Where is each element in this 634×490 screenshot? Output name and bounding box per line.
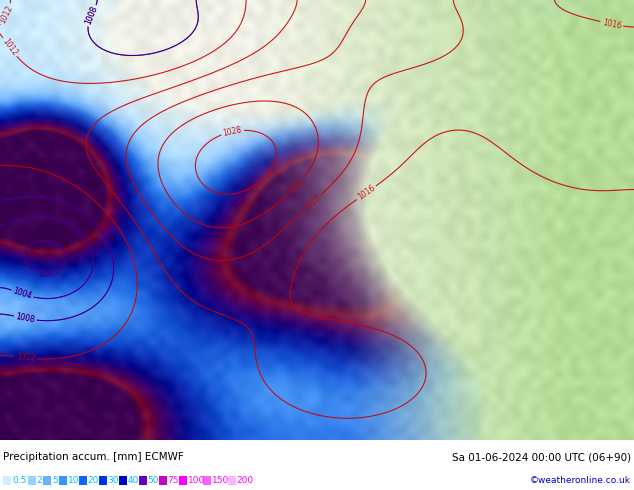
Text: 20: 20 (87, 476, 99, 485)
Text: 1000: 1000 (38, 269, 58, 278)
Text: 1028: 1028 (223, 125, 243, 138)
Text: 1008: 1008 (15, 312, 36, 324)
Text: 1000: 1000 (38, 269, 58, 278)
Text: 1008: 1008 (84, 5, 99, 26)
Text: 1008: 1008 (15, 312, 36, 324)
Bar (158, 476, 167, 485)
Text: 30: 30 (108, 476, 119, 485)
Bar (179, 476, 186, 485)
Bar (43, 476, 51, 485)
Bar (203, 476, 211, 485)
Bar (119, 476, 127, 485)
Text: 0.5: 0.5 (12, 476, 27, 485)
Text: 2: 2 (37, 476, 42, 485)
Text: 1008: 1008 (84, 5, 99, 26)
Text: 1020: 1020 (302, 193, 322, 213)
Text: 1016: 1016 (356, 183, 377, 202)
Text: 1012: 1012 (0, 3, 15, 24)
Text: 1004: 1004 (11, 287, 33, 301)
Text: 200: 200 (236, 476, 254, 485)
Text: 75: 75 (167, 476, 179, 485)
Text: 150: 150 (212, 476, 230, 485)
Bar (228, 476, 235, 485)
Text: 1016: 1016 (602, 18, 622, 30)
Bar (3, 476, 11, 485)
Text: 5: 5 (52, 476, 58, 485)
Bar (58, 476, 67, 485)
Text: 1012: 1012 (0, 37, 19, 57)
Text: 10: 10 (67, 476, 79, 485)
Bar (138, 476, 146, 485)
Text: Sa 01-06-2024 00:00 UTC (06+90): Sa 01-06-2024 00:00 UTC (06+90) (452, 452, 631, 462)
Bar (27, 476, 36, 485)
Text: 1004: 1004 (11, 287, 33, 301)
Text: ©weatheronline.co.uk: ©weatheronline.co.uk (530, 476, 631, 485)
Text: 1024: 1024 (287, 176, 306, 196)
Text: 50: 50 (148, 476, 159, 485)
Text: 100: 100 (188, 476, 205, 485)
Bar (79, 476, 86, 485)
Text: 40: 40 (127, 476, 139, 485)
Text: 1012: 1012 (15, 352, 36, 364)
Bar (98, 476, 107, 485)
Text: Precipitation accum. [mm] ECMWF: Precipitation accum. [mm] ECMWF (3, 452, 184, 462)
